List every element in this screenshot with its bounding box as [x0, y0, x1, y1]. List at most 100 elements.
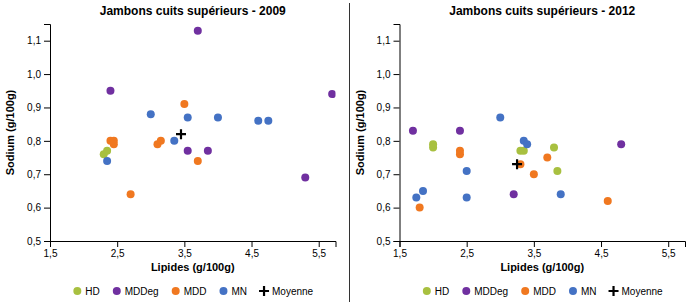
series	[176, 129, 186, 139]
point-group	[170, 137, 178, 145]
point-group	[463, 167, 471, 175]
legend-label: MN	[231, 286, 247, 297]
point-group	[194, 27, 202, 35]
legend-label: HD	[435, 286, 449, 297]
x-tick: 4,5	[245, 241, 259, 259]
legend-symbol	[569, 287, 577, 295]
y-axis: 0,50,60,70,80,91,01,1	[377, 25, 400, 247]
x-tick-label: 4,5	[595, 248, 609, 259]
y-tick: 0,8	[27, 136, 50, 147]
point	[180, 100, 188, 108]
legend-item: HD	[423, 286, 449, 297]
point-group	[204, 147, 212, 155]
y-tick-mark	[44, 141, 50, 142]
x-tick: 2,5	[460, 241, 474, 259]
y-tick: 0,9	[377, 102, 400, 113]
y-tick: 0,8	[377, 136, 400, 147]
y-tick: 0,7	[27, 169, 50, 180]
x-axis-title: Lipides (g/100g)	[151, 261, 235, 273]
legend-item: MN	[219, 286, 247, 297]
point	[523, 140, 531, 148]
point-group	[557, 190, 565, 198]
legend-symbol	[609, 286, 619, 296]
point	[409, 127, 417, 135]
legend-symbol	[423, 287, 431, 295]
point	[543, 154, 551, 162]
y-tick-mark	[44, 107, 50, 108]
point	[170, 137, 178, 145]
point-group	[176, 129, 186, 139]
point-group	[550, 144, 558, 152]
series	[106, 27, 335, 182]
point-group	[264, 117, 272, 125]
x-tick-mark	[601, 241, 602, 247]
y-tick-mark	[394, 141, 400, 142]
legend-label: HD	[85, 286, 99, 297]
y-axis-line	[44, 25, 51, 242]
y-tick: 0,9	[27, 102, 50, 113]
y-tick: 1,0	[377, 69, 400, 80]
point	[463, 167, 471, 175]
plus-point	[512, 159, 522, 169]
legend-label: MN	[581, 286, 597, 297]
y-tick-mark	[44, 241, 50, 242]
legend-symbol	[219, 287, 227, 295]
point-group	[543, 154, 551, 162]
figure: 1,52,53,54,55,50,50,60,70,80,91,01,1Jamb…	[0, 0, 699, 305]
legend-label: Moyenne	[622, 286, 664, 297]
legend-item: MDD	[172, 286, 207, 297]
series	[429, 140, 561, 175]
point	[194, 27, 202, 35]
legend-item: MDDeg	[462, 286, 508, 297]
point	[510, 190, 518, 198]
y-tick-mark	[394, 74, 400, 75]
point	[110, 140, 118, 148]
x-tick-mark	[184, 241, 185, 247]
point-group	[463, 194, 471, 202]
y-axis-title: Sodium (g/100g)	[354, 89, 366, 175]
y-tick-label: 0,5	[27, 236, 41, 247]
y-tick: 1,0	[27, 69, 50, 80]
x-axis-line	[51, 242, 337, 248]
y-tick-label: 0,7	[27, 169, 41, 180]
y-tick-mark	[44, 174, 50, 175]
point-group	[512, 159, 522, 169]
x-tick-mark	[534, 241, 535, 247]
panel: 1,52,53,54,55,50,50,60,70,80,91,01,1Jamb…	[4, 4, 336, 297]
point-group	[409, 127, 417, 135]
series	[106, 100, 201, 198]
point	[264, 117, 272, 125]
point	[204, 147, 212, 155]
x-tick-label: 3,5	[178, 248, 192, 259]
point-group	[523, 140, 531, 148]
series	[412, 113, 564, 201]
legend-item: MDDeg	[113, 286, 159, 297]
point-group	[419, 187, 427, 195]
legend-label: MDDeg	[125, 286, 159, 297]
y-tick-label: 0,9	[377, 102, 391, 113]
legend-item: Moyenne	[259, 286, 314, 297]
legend-label: MDD	[533, 286, 556, 297]
point-group	[617, 140, 625, 148]
point-group	[106, 87, 114, 95]
series	[512, 159, 522, 169]
point	[157, 137, 165, 145]
y-tick-mark	[44, 74, 50, 75]
y-tick: 0,6	[377, 202, 400, 213]
point-group	[184, 147, 192, 155]
point-group	[416, 204, 424, 212]
point	[328, 90, 335, 98]
x-tick-mark	[668, 241, 669, 247]
legend-symbol	[113, 287, 121, 295]
point	[184, 113, 192, 121]
point	[416, 204, 424, 212]
point-group	[103, 147, 111, 155]
legend-label: Moyenne	[272, 286, 314, 297]
y-tick-mark	[394, 41, 400, 42]
legend-label: MDDeg	[474, 286, 508, 297]
point	[530, 170, 538, 178]
x-tick-mark	[117, 241, 118, 247]
x-tick: 4,5	[595, 241, 609, 259]
y-tick: 0,7	[377, 169, 400, 180]
point-group	[194, 157, 202, 165]
